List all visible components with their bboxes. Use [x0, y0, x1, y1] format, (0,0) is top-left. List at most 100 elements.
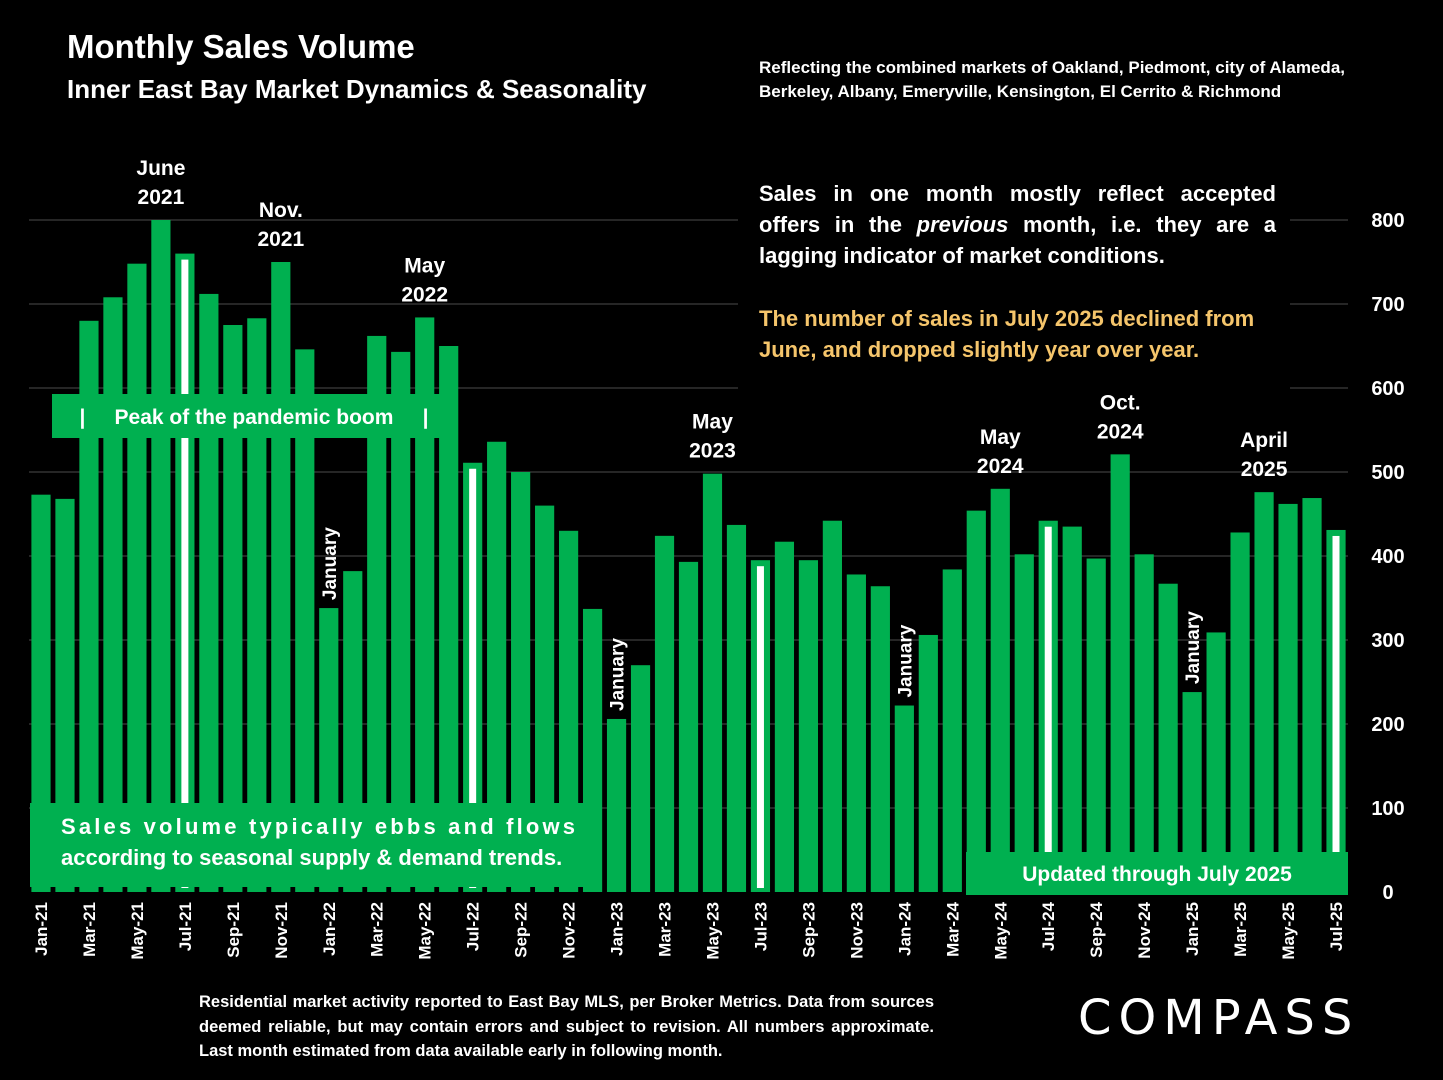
y-tick-100: 100	[1371, 798, 1404, 820]
footnote: Residential market activity reported to …	[199, 993, 934, 1060]
bar-may-22	[415, 317, 435, 892]
y-tick-0: 0	[1382, 882, 1393, 904]
lag-note: Sales in one month mostly reflect accept…	[759, 181, 1277, 268]
marker-jul-21	[181, 259, 189, 889]
january-labels: January January January January	[320, 527, 1204, 711]
january-label-jan-23: January	[608, 638, 629, 711]
x-tick-jan-21: Jan-21	[32, 902, 51, 956]
annotation-may-22-line-2: 2022	[401, 283, 448, 306]
x-tick-sep-21: Sep-21	[224, 902, 243, 958]
bar-jun-23	[726, 524, 747, 892]
annotation-may-22-line-1: May	[404, 254, 445, 277]
x-tick-mar-23: Mar-23	[656, 902, 675, 957]
january-label-jan-25: January	[1183, 611, 1204, 684]
bar-apr-21	[103, 297, 123, 892]
bar-jun-24	[1014, 554, 1034, 892]
annotation-apr-25-line-1: April	[1240, 429, 1288, 452]
bar-feb-25	[1206, 632, 1226, 892]
bar-sep-21	[223, 325, 243, 892]
x-tick-nov-23: Nov-23	[847, 902, 866, 959]
x-tick-jul-24: Jul-24	[1039, 901, 1058, 951]
bar-may-21	[127, 263, 147, 892]
bar-nov-24	[1134, 554, 1154, 892]
bar-mar-23	[654, 535, 675, 892]
bar-jan-24	[894, 705, 914, 892]
x-tick-jan-23: Jan-23	[608, 902, 627, 956]
bar-dec-24	[1158, 583, 1178, 892]
bar-apr-23	[678, 561, 699, 892]
x-tick-jan-22: Jan-22	[320, 902, 339, 956]
highlight-note: The number of sales in July 2025 decline…	[759, 306, 1255, 362]
x-tick-mar-22: Mar-22	[368, 902, 387, 957]
bar-sep-22	[511, 472, 531, 892]
bar-nov-23	[846, 574, 866, 892]
y-tick-700: 700	[1371, 294, 1404, 316]
annotation-may-24-line-2: 2024	[977, 455, 1024, 478]
x-tick-nov-21: Nov-21	[272, 902, 291, 959]
bar-feb-23	[630, 665, 651, 892]
y-tick-300: 300	[1371, 630, 1404, 652]
bar-jun-25	[1302, 498, 1322, 892]
x-tick-may-22: May-22	[416, 902, 435, 960]
bar-oct-21	[247, 318, 267, 892]
bar-mar-24	[942, 569, 962, 892]
bar-jan-25	[1182, 692, 1202, 892]
bar-mar-21	[79, 320, 99, 892]
x-tick-sep-22: Sep-22	[512, 902, 531, 958]
x-tick-nov-22: Nov-22	[560, 902, 579, 959]
annotation-may-23-line-1: May	[692, 411, 733, 434]
x-axis-ticks: Jan-21 Mar-21 May-21 Jul-21 Sep-21 Nov-21 Jan-…	[32, 901, 1346, 959]
region-note: Reflecting the combined markets of Oakla…	[759, 58, 1345, 101]
pandemic-box-text: | Peak of the pandemic boom |	[80, 406, 429, 429]
compass-logo: COMPASS	[1078, 990, 1360, 1046]
y-tick-800: 800	[1371, 210, 1404, 232]
marker-jul-24	[1044, 526, 1052, 888]
x-tick-jul-25: Jul-25	[1327, 902, 1346, 951]
seasonal-box-line-1: Sales volume typically ebbs and flows	[61, 814, 575, 839]
bar-may-25	[1278, 503, 1298, 892]
bar-sep-24	[1086, 558, 1106, 892]
x-tick-may-25: May-25	[1279, 902, 1298, 960]
bar-nov-21	[271, 262, 291, 892]
bar-may-24	[990, 488, 1010, 892]
bar-feb-24	[918, 634, 938, 892]
marker-jul-22	[469, 468, 477, 888]
annotation-oct-24-line-1: Oct.	[1100, 391, 1141, 414]
bar-jan-23	[606, 718, 627, 892]
x-tick-sep-23: Sep-23	[799, 902, 818, 958]
annotation-jun-21-line-2: 2021	[138, 186, 185, 209]
x-tick-jan-25: Jan-25	[1183, 902, 1202, 956]
y-tick-400: 400	[1371, 546, 1404, 568]
peak-annotations: June 2021 Nov. 2021 May 2022 May 2023 May 2024 Oct…	[136, 157, 1288, 481]
bar-oct-22	[535, 505, 555, 892]
bar-feb-21	[55, 498, 75, 892]
x-tick-mar-25: Mar-25	[1231, 902, 1250, 957]
y-tick-500: 500	[1371, 462, 1404, 484]
chart-title: Monthly Sales Volume	[67, 28, 415, 65]
bar-dec-23	[870, 586, 890, 892]
x-tick-may-23: May-23	[703, 902, 722, 960]
x-tick-mar-24: Mar-24	[943, 901, 962, 956]
y-axis-ticks: 0 100 200 300 400 500 600 700 800	[1371, 210, 1404, 904]
january-label-jan-22: January	[320, 527, 341, 600]
y-tick-200: 200	[1371, 714, 1404, 736]
updated-box-text: Updated through July 2025	[1022, 863, 1292, 886]
bar-mar-25	[1230, 532, 1250, 892]
y-tick-600: 600	[1371, 378, 1404, 400]
bar-sep-23	[798, 560, 819, 892]
updated-box	[966, 852, 1348, 895]
bar-apr-22	[391, 351, 411, 892]
pandemic-box	[52, 394, 456, 438]
bar-aug-23	[774, 541, 795, 892]
chart-subtitle: Inner East Bay Market Dynamics & Seasona…	[67, 74, 647, 104]
x-tick-jul-22: Jul-22	[464, 902, 483, 951]
july-markers	[181, 259, 1340, 889]
x-tick-jul-23: Jul-23	[751, 902, 770, 951]
bar-jan-21	[31, 494, 51, 892]
x-tick-sep-24: Sep-24	[1087, 901, 1106, 957]
x-tick-may-21: May-21	[128, 902, 147, 960]
bar-apr-24	[966, 510, 986, 892]
bar-aug-21	[199, 293, 219, 892]
bar-oct-23	[822, 520, 842, 892]
